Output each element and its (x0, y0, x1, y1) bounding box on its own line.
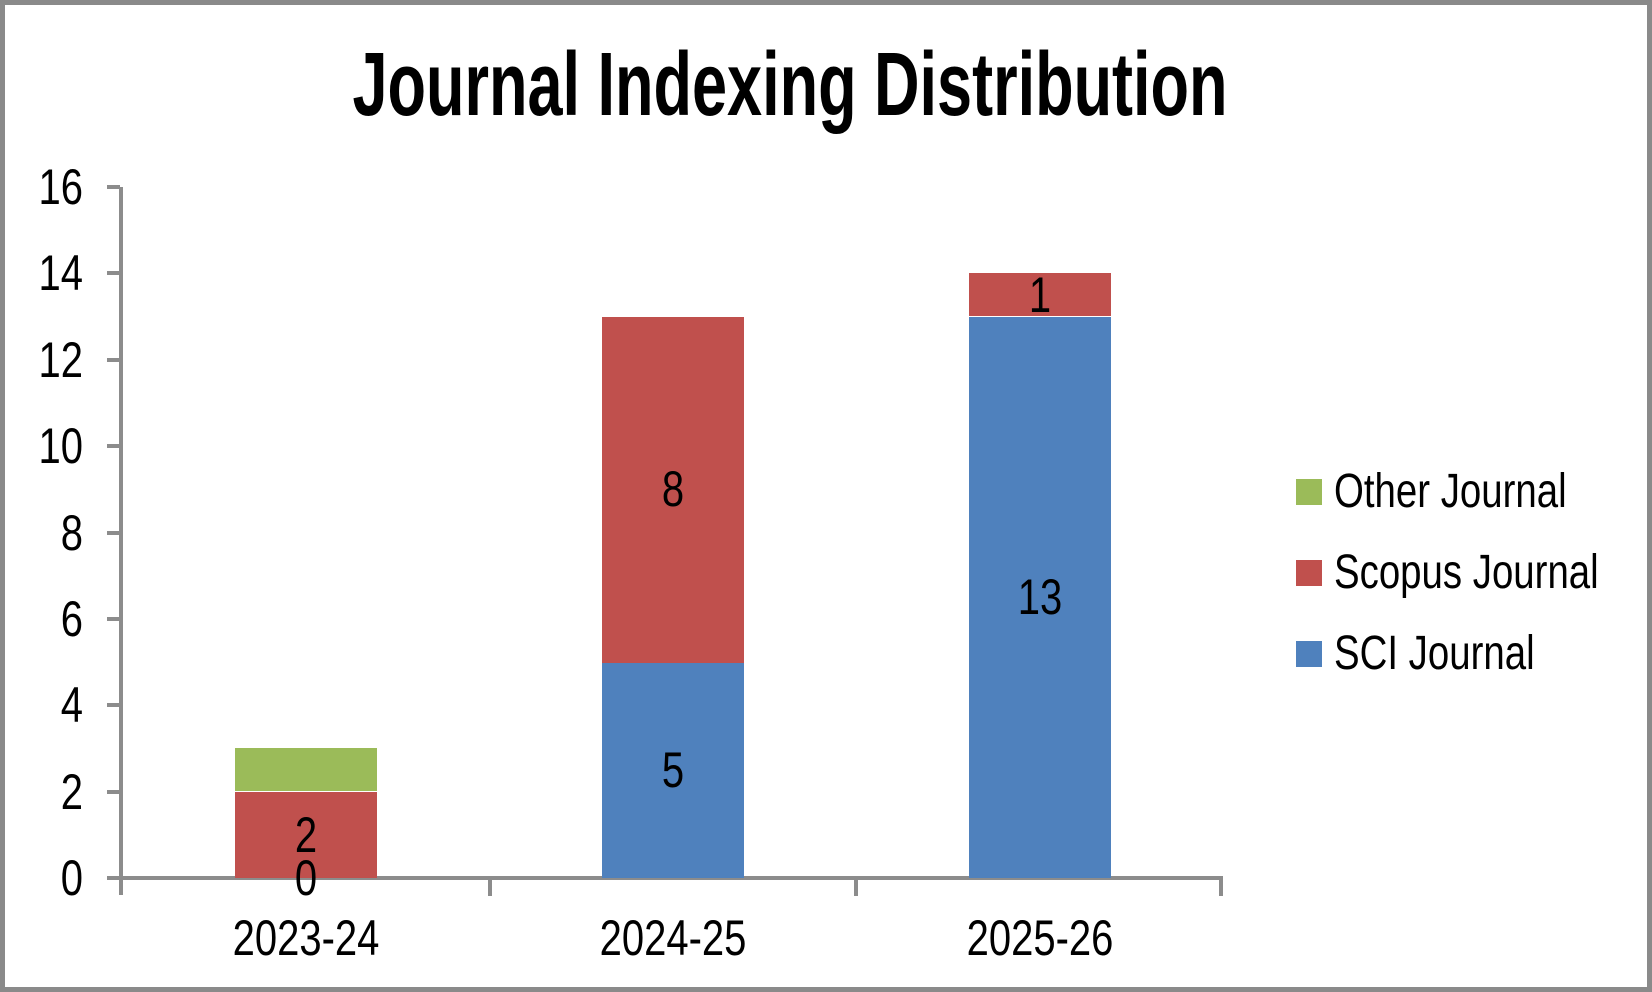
data-label: 2 (294, 807, 318, 863)
y-tick (107, 703, 120, 707)
data-label: 1 (1028, 267, 1052, 323)
y-tick (107, 617, 120, 621)
legend-swatch-other-journal (1296, 479, 1322, 505)
y-tick (107, 271, 120, 275)
data-label: 13 (1017, 569, 1063, 625)
x-axis-line (119, 876, 1223, 880)
bar-segment-sci-journal (602, 662, 744, 878)
x-tick (488, 880, 492, 896)
bar-segment-scopus-journal (969, 273, 1111, 316)
y-tick-label: 6 (60, 591, 83, 647)
y-tick (107, 790, 120, 794)
data-label: 8 (661, 461, 685, 517)
y-tick (107, 185, 120, 189)
legend-label-scopus-journal: Scopus Journal (1334, 546, 1599, 599)
x-tick (854, 880, 858, 896)
legend-label-other-journal: Other Journal (1334, 465, 1567, 518)
bar-segment-scopus-journal (602, 317, 744, 663)
y-tick-label: 12 (38, 332, 84, 388)
y-tick-label: 10 (38, 418, 84, 474)
y-axis-line (119, 187, 123, 895)
x-category-label: 2023-24 (232, 910, 380, 966)
data-label: 0 (294, 850, 318, 906)
legend-label-sci-journal: SCI Journal (1334, 627, 1535, 680)
bar-segment-other-journal (235, 748, 377, 791)
y-tick-label: 8 (60, 505, 83, 561)
x-tick (1219, 880, 1223, 896)
chart-title: Journal Indexing Distribution (352, 35, 1228, 135)
y-tick (107, 876, 120, 880)
y-tick-label: 14 (38, 245, 84, 301)
y-tick (107, 358, 120, 362)
legend-swatch-scopus-journal (1296, 560, 1322, 586)
x-category-label: 2024-25 (599, 910, 747, 966)
bar-segment-scopus-journal (235, 792, 377, 878)
x-category-label: 2025-26 (966, 910, 1114, 966)
y-tick-label: 0 (60, 850, 83, 906)
legend-swatch-sci-journal (1296, 641, 1322, 667)
bar-segment-sci-journal (969, 317, 1111, 878)
data-label: 5 (661, 742, 685, 798)
y-tick-label: 16 (38, 159, 84, 215)
y-tick-label: 2 (60, 764, 83, 820)
y-tick (107, 444, 120, 448)
y-tick (107, 531, 120, 535)
y-tick-label: 4 (60, 677, 83, 733)
